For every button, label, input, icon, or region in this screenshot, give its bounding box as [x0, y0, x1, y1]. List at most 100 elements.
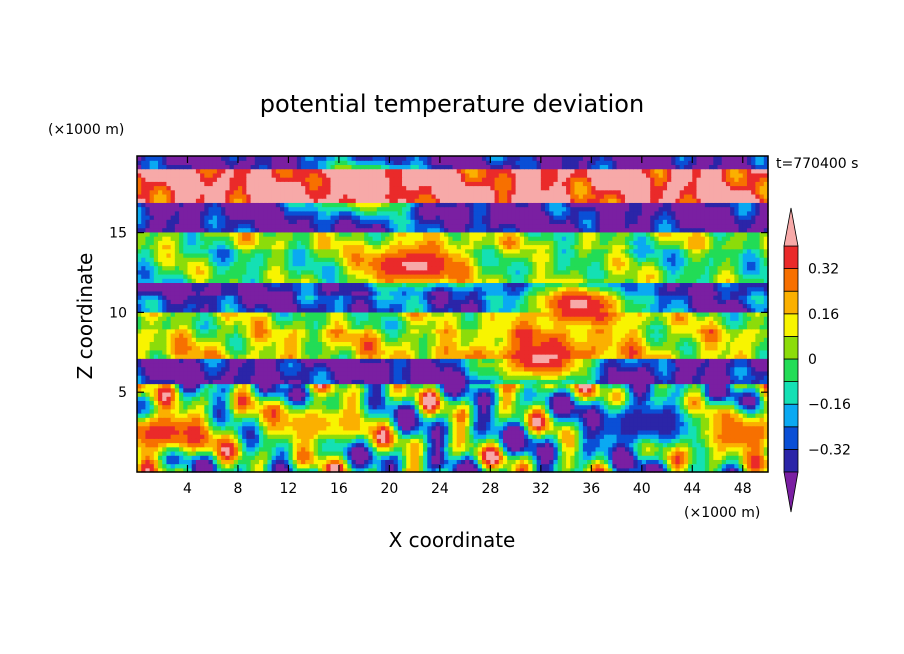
field-cell [692, 429, 698, 435]
field-cell [296, 349, 302, 355]
field-cell [675, 408, 681, 414]
field-cell [208, 459, 214, 465]
field-cell [153, 450, 159, 456]
field-cell [646, 354, 651, 359]
field-cell [582, 413, 588, 418]
field-cell [587, 332, 592, 338]
field-cell [582, 349, 588, 355]
field-cell [359, 425, 365, 431]
field-cell [229, 332, 235, 338]
field-cell [263, 337, 269, 342]
field-cell [532, 408, 538, 414]
field-cell [519, 434, 525, 439]
field-cell [692, 408, 698, 414]
field-cell [254, 349, 260, 355]
field-cell [280, 455, 285, 460]
field-cell [250, 429, 256, 435]
field-cell [322, 408, 327, 414]
field-cell [233, 463, 239, 469]
field-cell [368, 370, 374, 376]
field-cell [246, 328, 252, 334]
field-cell [637, 413, 643, 418]
field-cell [305, 417, 311, 423]
field-cell [612, 467, 618, 473]
field-cell [385, 383, 390, 389]
field-cell [326, 345, 332, 351]
field-cell [709, 375, 714, 380]
field-cell [683, 463, 689, 469]
field-cell [549, 366, 555, 372]
field-cell [326, 413, 332, 418]
field-cell [191, 455, 197, 460]
field-cell [368, 467, 374, 473]
field-cell [540, 379, 546, 385]
field-cell [465, 467, 470, 473]
field-cell [704, 332, 710, 338]
field-cell [582, 429, 588, 435]
field-cell [208, 450, 214, 456]
field-cell [679, 396, 685, 401]
field-cell [734, 442, 740, 448]
field-cell [456, 413, 462, 418]
field-cell [170, 413, 176, 418]
field-cell [439, 417, 445, 423]
field-cell [679, 408, 685, 414]
field-cell [654, 413, 660, 418]
field-cell [633, 337, 639, 342]
field-cell [641, 345, 647, 351]
field-cell [275, 467, 281, 473]
field-cell [351, 362, 357, 368]
field-cell [364, 417, 369, 423]
field-cell [212, 337, 218, 342]
field-cell [536, 379, 542, 385]
field-cell [709, 332, 714, 338]
field-cell [532, 467, 538, 473]
field-cell [721, 417, 727, 423]
field-cell [237, 446, 243, 452]
field-cell [221, 421, 226, 427]
field-cell [170, 404, 176, 410]
field-cell [195, 442, 201, 448]
field-cell [662, 362, 668, 368]
field-cell [380, 375, 386, 380]
field-cell [179, 332, 184, 338]
field-cell [490, 455, 496, 460]
field-cell [561, 446, 567, 452]
field-cell [267, 404, 273, 410]
field-cell [242, 408, 247, 414]
field-cell [237, 332, 243, 338]
field-cell [553, 366, 559, 372]
field-cell [582, 404, 588, 410]
field-cell [158, 467, 163, 473]
field-cell [624, 429, 630, 435]
field-cell [258, 341, 264, 347]
field-cell [650, 429, 656, 435]
field-cell [322, 379, 327, 385]
field-cell [271, 425, 277, 431]
field-cell [662, 413, 668, 418]
field-cell [402, 354, 407, 359]
field-cell [406, 332, 412, 338]
field-cell [309, 341, 315, 347]
field-cell [174, 332, 180, 338]
field-cell [246, 429, 252, 435]
field-cell [258, 375, 264, 380]
field-cell [174, 404, 180, 410]
field-cell [511, 404, 517, 410]
field-cell [309, 332, 315, 338]
field-cell [187, 375, 193, 380]
field-cell [431, 354, 437, 359]
field-cell [347, 370, 353, 376]
field-cell [679, 450, 685, 456]
field-cell [288, 337, 294, 342]
field-cell [183, 459, 189, 465]
field-cell [734, 434, 740, 439]
field-cell [376, 375, 382, 380]
field-cell [620, 455, 626, 460]
field-cell [267, 459, 273, 465]
field-cell [654, 442, 660, 448]
field-cell [624, 354, 630, 359]
field-cell [204, 404, 210, 410]
field-cell [679, 442, 685, 448]
field-cell [595, 434, 601, 439]
